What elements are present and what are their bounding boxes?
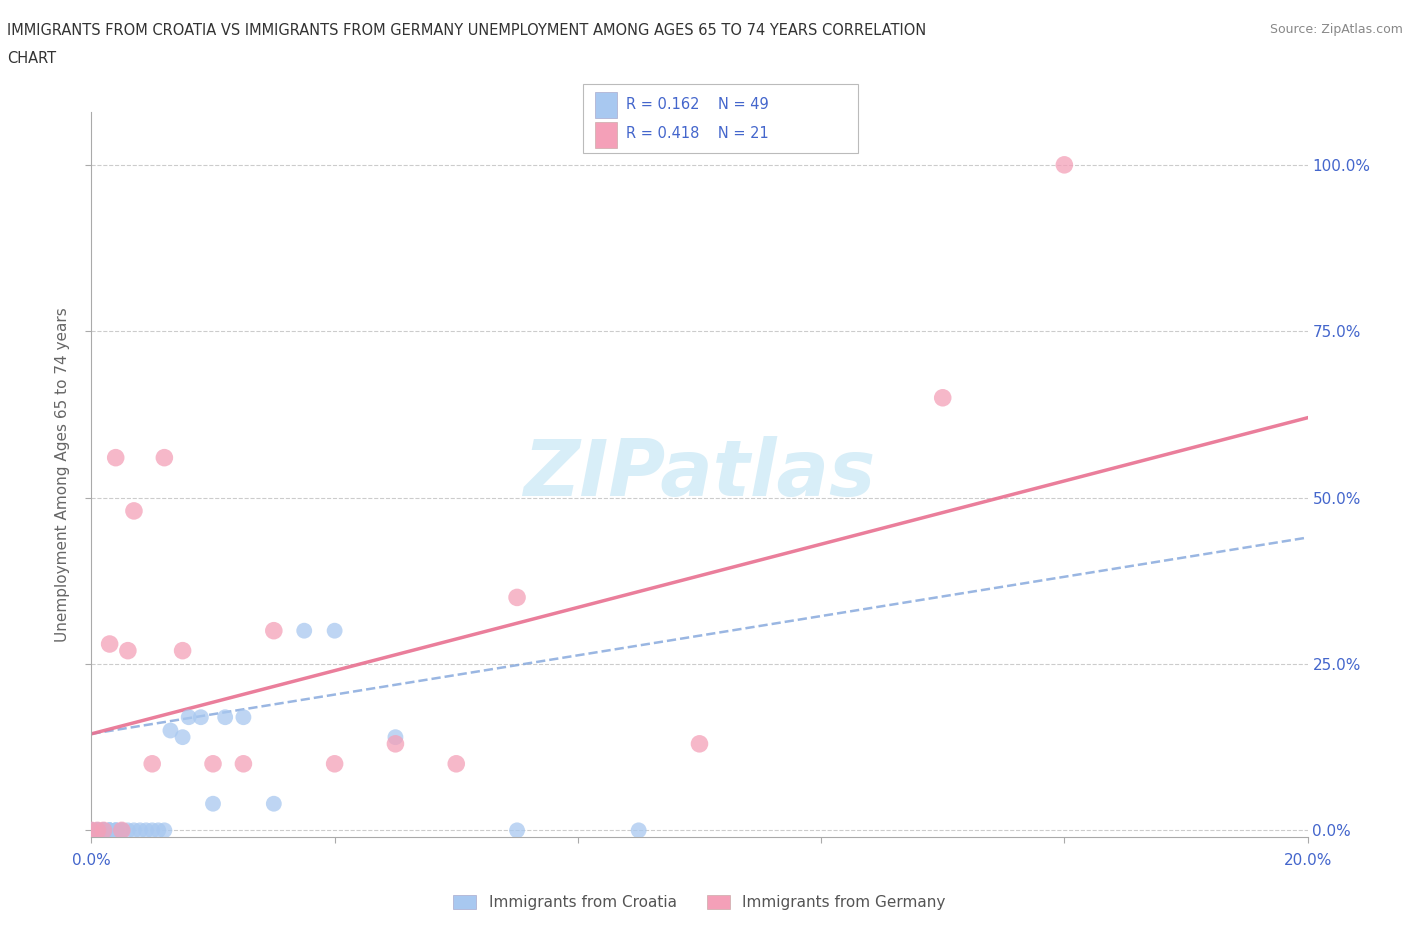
Point	[627, 823, 650, 838]
Point	[323, 756, 346, 771]
Point	[202, 756, 225, 771]
Point	[232, 756, 254, 771]
Point	[80, 823, 103, 838]
Point	[122, 503, 145, 518]
Point	[104, 823, 127, 838]
Point	[384, 737, 406, 751]
Point	[80, 823, 103, 838]
Point	[104, 823, 127, 838]
Point	[80, 823, 103, 838]
Point	[86, 823, 108, 838]
Point	[172, 644, 194, 658]
Point	[506, 823, 529, 838]
Point	[80, 823, 103, 838]
Y-axis label: Unemployment Among Ages 65 to 74 years: Unemployment Among Ages 65 to 74 years	[55, 307, 70, 642]
Point	[93, 823, 115, 838]
Point	[506, 590, 529, 604]
Point	[1053, 157, 1076, 172]
Point	[80, 823, 103, 838]
Point	[104, 823, 127, 838]
Point	[111, 823, 134, 838]
Point	[104, 450, 127, 465]
Point	[98, 823, 121, 838]
Point	[263, 796, 285, 811]
Point	[153, 823, 176, 838]
Text: 0.0%: 0.0%	[72, 853, 111, 868]
Point	[86, 823, 108, 838]
Point	[86, 823, 108, 838]
Point	[111, 823, 134, 838]
Point	[232, 710, 254, 724]
Point	[86, 823, 108, 838]
Point	[148, 823, 170, 838]
Point	[263, 623, 285, 638]
Point	[93, 823, 115, 838]
Legend: Immigrants from Croatia, Immigrants from Germany: Immigrants from Croatia, Immigrants from…	[447, 889, 952, 916]
Point	[98, 823, 121, 838]
Point	[80, 823, 103, 838]
Point	[80, 823, 103, 838]
Text: CHART: CHART	[7, 51, 56, 66]
Point	[688, 737, 710, 751]
Point	[129, 823, 152, 838]
Point	[122, 823, 145, 838]
Text: R = 0.162    N = 49: R = 0.162 N = 49	[626, 97, 769, 112]
Point	[117, 823, 139, 838]
Point	[80, 823, 103, 838]
Point	[384, 730, 406, 745]
Point	[98, 823, 121, 838]
Point	[190, 710, 212, 724]
Point	[98, 823, 121, 838]
Point	[80, 823, 103, 838]
Point	[141, 823, 163, 838]
Point	[117, 644, 139, 658]
Point	[93, 823, 115, 838]
Text: R = 0.418    N = 21: R = 0.418 N = 21	[626, 126, 769, 141]
Point	[93, 823, 115, 838]
Point	[93, 823, 115, 838]
Point	[111, 823, 134, 838]
Point	[135, 823, 157, 838]
Point	[159, 724, 181, 738]
Point	[931, 391, 953, 405]
Point	[292, 623, 315, 638]
Point	[153, 450, 176, 465]
Point	[80, 823, 103, 838]
Point	[86, 823, 108, 838]
Point	[323, 623, 346, 638]
Point	[80, 823, 103, 838]
Text: IMMIGRANTS FROM CROATIA VS IMMIGRANTS FROM GERMANY UNEMPLOYMENT AMONG AGES 65 TO: IMMIGRANTS FROM CROATIA VS IMMIGRANTS FR…	[7, 23, 927, 38]
Point	[86, 823, 108, 838]
Point	[202, 796, 225, 811]
Point	[177, 710, 200, 724]
Text: Source: ZipAtlas.com: Source: ZipAtlas.com	[1270, 23, 1403, 36]
Point	[141, 756, 163, 771]
Text: 20.0%: 20.0%	[1284, 853, 1331, 868]
Point	[93, 823, 115, 838]
Point	[172, 730, 194, 745]
Point	[444, 756, 467, 771]
Point	[98, 636, 121, 651]
Text: ZIPatlas: ZIPatlas	[523, 436, 876, 512]
Point	[214, 710, 236, 724]
